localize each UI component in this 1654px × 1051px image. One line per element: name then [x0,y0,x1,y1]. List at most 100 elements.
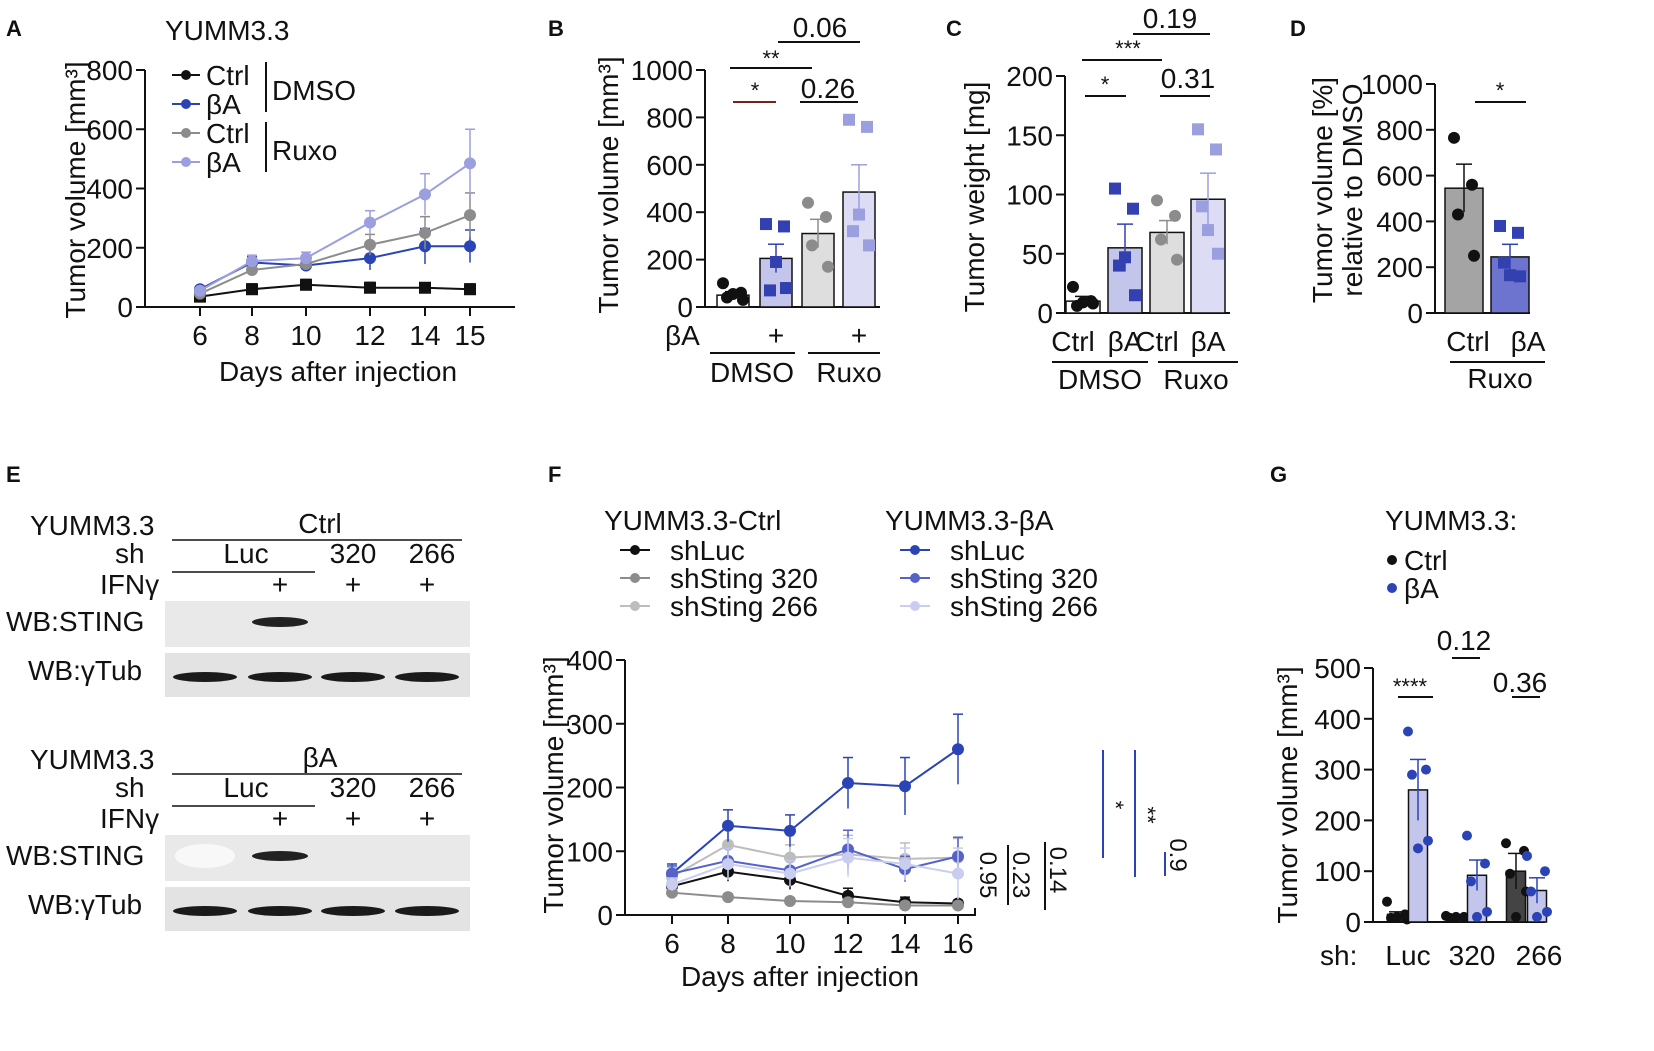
panel-G-bar-3-point-2 [1466,876,1476,887]
panel-A-series-3-point-3 [364,216,376,229]
panel-A-letter: A [6,16,22,41]
panel-E-blot-1-sh-label: sh [115,772,145,803]
panel-F-legend-marker-0 [630,545,640,555]
panel-B-bar-3-point-4 [853,208,865,221]
panel-A-x-tick-label-15: 15 [454,320,485,351]
panel-E-blot-0-tub-band-3 [395,672,459,682]
panel-D-bar-0-point-0 [1448,131,1460,144]
panel-C-y-tick-label-50: 50 [1022,239,1053,270]
panel-A-legend-group-ruxo: Ruxo [272,135,337,166]
panel-A-series-2-point-3 [364,238,376,251]
panel-F-series-line-5 [671,856,959,886]
panel-D-bar-0-point-3 [1468,249,1480,262]
panel-E-blot-1-ifn-mark-1: + [272,803,288,834]
panel-E-blot-0-sting-band [252,617,308,627]
panel-C-bar-1-point-4 [1119,251,1131,264]
panel-E-blot-0-ifn-label: IFNγ [100,569,159,600]
panel-F-series-4-point-0 [666,867,678,880]
panel-A-legend-group-dmso: DMSO [272,75,356,106]
panel-E-blot-1-ifn-label: IFNγ [100,803,159,834]
panel-A-series-0-point-4 [419,281,431,294]
panel-E-blot-0-condition: Ctrl [298,508,342,539]
panel-A-series-2-point-5 [464,209,476,222]
panel-B-bar-2-point-1 [820,210,832,223]
panel-G-y-tick-label-200: 200 [1314,805,1361,836]
panel-A-y-tick-label-800: 800 [86,55,133,86]
panel-A-series-line-0 [199,283,471,298]
panel-A-series-3-point-5 [464,157,476,170]
panel-E-blot-0-ifn-mark-2: + [345,569,361,600]
panel-A-series-line-3 [199,162,471,292]
panel-A-legend-marker-3 [181,157,191,167]
panel-G-stat-1: 0.12 [1437,625,1492,656]
panel-F-series-line-1 [671,891,958,907]
panel-F-legend-label-0: shLuc [670,535,745,566]
panel-A-legend-label-1: βA [206,89,241,120]
panel-E-blot-0-cell: YUMM3.3 [30,510,154,541]
panel-B-y-tick-label-1000: 1000 [631,55,693,86]
panel-A-legend-marker-1 [181,99,191,109]
panel-B-bar-1-point-1 [778,220,790,233]
panel-D-stat-0: * [1496,78,1505,103]
panel-D-bar-1-point-1 [1512,226,1524,239]
panel-A-series-0-point-3 [364,281,376,294]
panel-C-bar-3-point-2 [1196,200,1208,213]
panel-G-group-1: 320 [1449,940,1496,971]
panel-C-group-ruxo: Ruxo [1163,364,1228,395]
panel-F-y-tick-label-100: 100 [566,836,613,867]
panel-D-letter: D [1290,16,1306,41]
panel-A-x-tick-label-10: 10 [290,320,321,351]
panel-C-bar-2-point-0 [1151,194,1163,207]
panel-E-blot-1-tub-band-1 [248,906,312,916]
panel-G-stat-0: **** [1393,674,1428,699]
panel-C-bar-3-point-3 [1212,247,1224,260]
panel-E-blot-1-tub-band-3 [395,906,459,916]
panel-C-y-tick-label-150: 150 [1006,120,1053,151]
panel-E-blot-1-ifn-mark-2: + [345,803,361,834]
panel-D-x-label-0: Ctrl [1446,326,1490,357]
panel-A-x-tick-label-14: 14 [409,320,440,351]
panel-F-legend-marker-4 [910,573,920,583]
panel-A-legend-label-2: Ctrl [206,118,250,149]
panel-C-bar-0-point-0 [1067,280,1079,293]
panel-F-x-tick-label-6: 6 [664,928,680,959]
panel-B-mark-1: + [768,320,784,351]
panel-E-blot-0-sh-luc: Luc [223,538,268,569]
panel-G-group-2: 266 [1516,940,1563,971]
panel-F-series-1-point-0 [666,886,678,899]
panel-E-blot-0-row1-label: WB:STING [6,606,144,637]
panel-F-stat-black-2: 0.14 [1044,847,1071,894]
panel-A-series-line-2 [199,214,471,295]
panel-G-legend-marker-1 [1387,583,1397,593]
panel-A-series-2-point-1 [246,263,258,276]
panel-E-blot-1-ifn-mark-3: + [419,803,435,834]
panel-D-y-label-1: Tumor volume [%] [1307,77,1338,303]
panel-G-legend-label-0: Ctrl [1404,545,1448,576]
panel-G-bar-5-point-0 [1522,850,1532,861]
panel-G-bar-3-point-1 [1480,858,1490,869]
panel-A-series-3-point-0 [194,284,206,297]
panel-D-bar-1-point-3 [1514,270,1526,283]
panel-C-x-label-0: Ctrl [1051,326,1095,357]
panel-G-letter: G [1270,462,1287,487]
panel-B-y-tick-label-0: 0 [677,292,693,323]
panel-D-bar-1-point-0 [1494,219,1506,232]
panel-G-bar-4-point-2 [1505,868,1515,879]
panel-F-series-5-point-2 [784,867,796,880]
panel-A-y-tick-label-400: 400 [86,174,133,205]
panel-F-stat-black-1: 0.23 [1007,852,1034,899]
panel-A-series-3-point-2 [300,252,312,265]
panel-E-blot-0-tub-band-1 [248,672,312,682]
panel-G-legend-marker-0 [1387,555,1397,565]
panel-A-legend-label-3: βA [206,147,241,178]
panel-F-x-tick-label-8: 8 [720,928,736,959]
panel-D-y-label-2: relative to DMSO [1337,83,1368,296]
panel-F-y-tick-label-400: 400 [566,645,613,676]
panel-C-bar-2-point-1 [1169,209,1181,222]
panel-G-legend-label-1: βA [1404,573,1439,604]
panel-E-blot-1-row1-label: WB:STING [6,840,144,871]
panel-C-bar-2-point-3 [1171,253,1183,266]
panel-C-x-label-2: Ctrl [1135,326,1179,357]
panel-F-stat-blue-1: ** [1135,806,1160,824]
